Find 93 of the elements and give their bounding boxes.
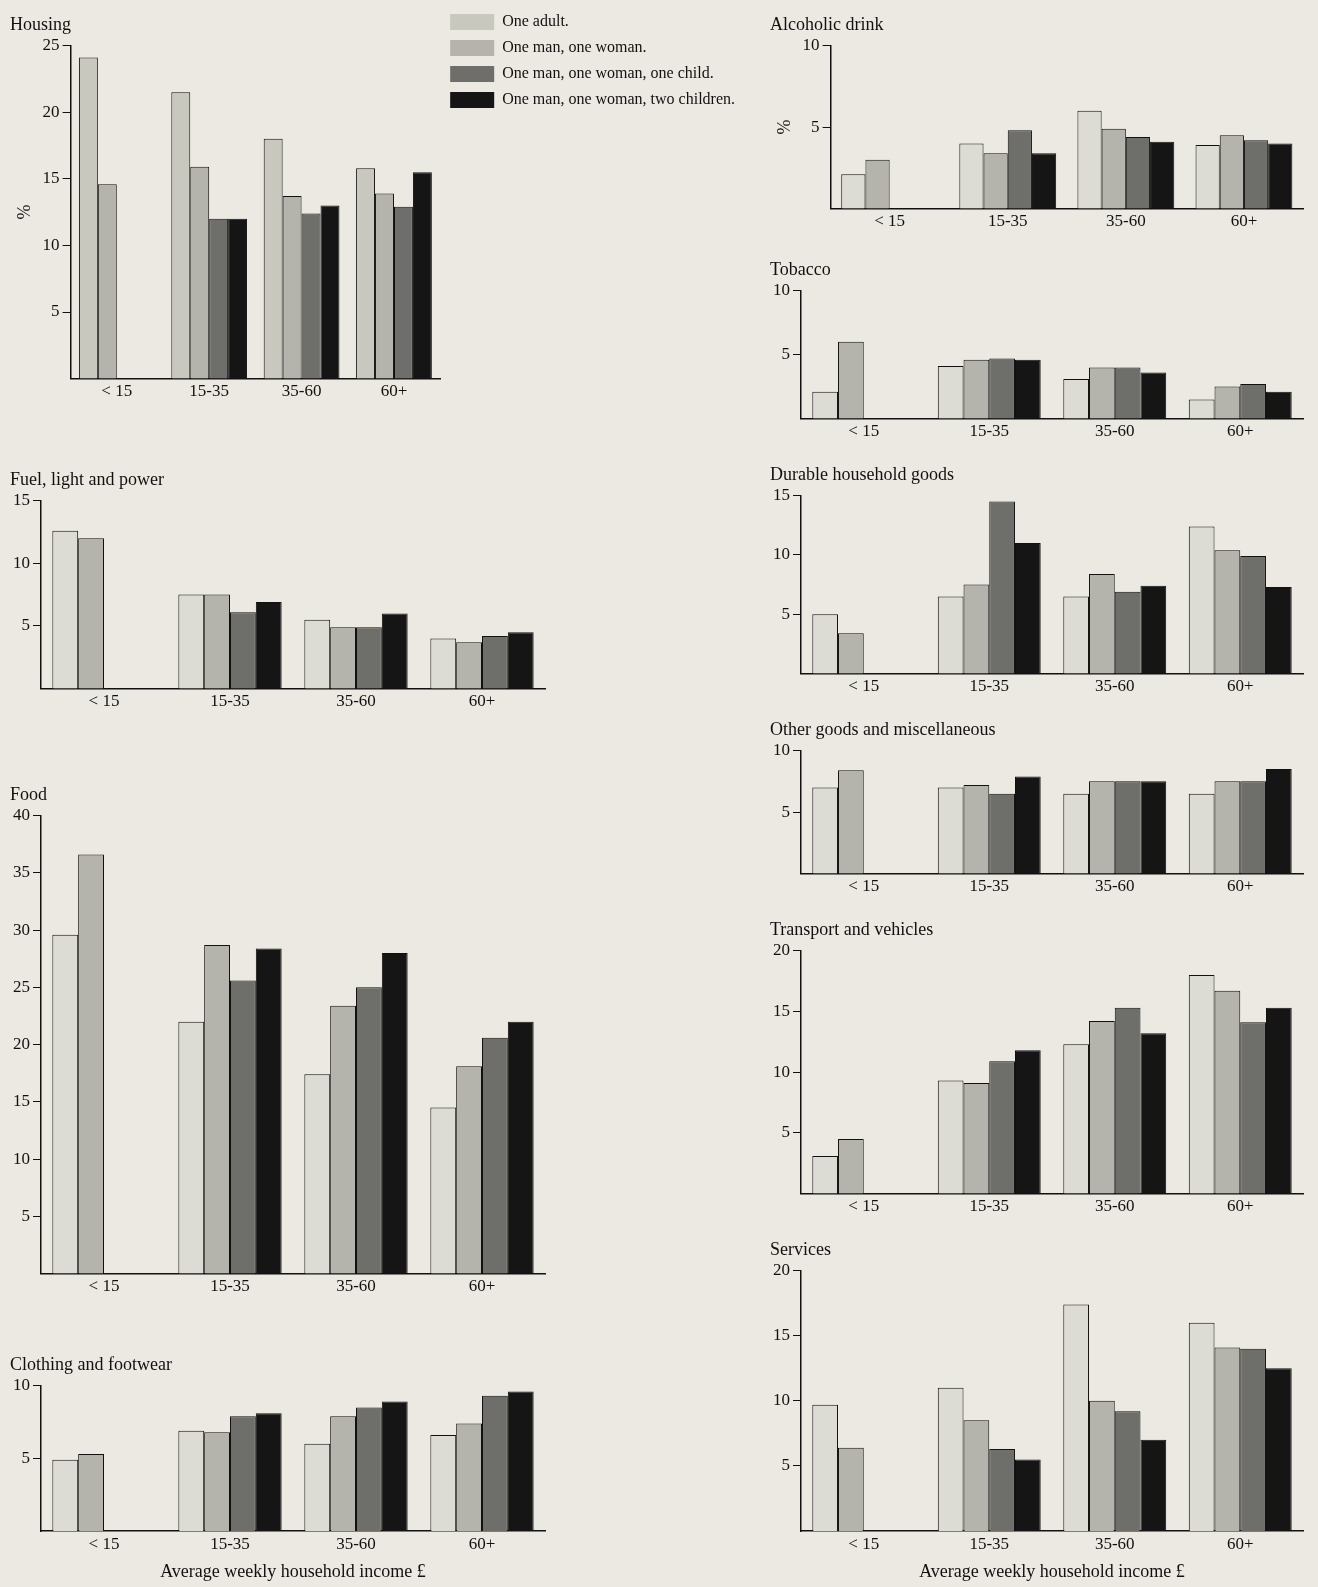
x-tick-label: 35-60 [1094,1196,1135,1216]
y-tick-label: 10 [773,544,790,564]
y-tick-label: 25 [13,976,30,996]
x-tick-label: 15-35 [189,381,230,401]
x-tick-label: < 15 [874,211,906,231]
y-tick-label: 5 [781,1122,790,1142]
x-tick-label: 60+ [1226,1533,1254,1553]
chart-title: Food [10,783,48,804]
y-tick-label: 10 [773,280,790,300]
y-tick-label: 5 [781,801,790,821]
x-axis-title: Average weekly household income £ [160,1560,426,1581]
y-tick-label: 15 [13,1091,30,1111]
chart-title: Tobacco [770,258,831,279]
y-tick-label: 20 [773,1260,790,1280]
x-tick-label: < 15 [848,1533,880,1553]
x-tick-label: 60+ [468,1276,496,1296]
y-tick-label: 20 [773,940,790,960]
x-tick-label: 15-35 [969,876,1010,896]
x-tick-label: 60+ [1230,211,1258,231]
x-tick-label: < 15 [88,691,120,711]
x-tick-label: 35-60 [1106,211,1146,231]
y-tick-label: 10 [773,1390,790,1410]
y-tick-label: 10 [13,1375,30,1395]
y-tick-label: 5 [21,615,30,635]
y-tick-label: 10 [773,1061,790,1081]
x-tick-label: 35-60 [281,381,322,401]
x-tick-label: 60+ [380,381,408,401]
y-axis-title: % [13,204,34,220]
x-tick-label: 35-60 [1094,1533,1135,1553]
y-tick-label: 5 [811,116,820,136]
y-tick-label: 10 [773,740,790,760]
legend-label: One adult. [502,12,569,30]
x-tick-label: 15-35 [210,1276,250,1296]
x-tick-label: 60+ [468,691,496,711]
legend-label: One man, one woman. [502,38,647,56]
y-tick-label: 25 [42,35,60,55]
x-tick-label: < 15 [848,421,880,441]
chart-title: Services [770,1238,831,1259]
y-tick-label: 15 [773,1000,790,1020]
y-tick-label: 5 [781,603,790,623]
y-tick-label: 15 [773,485,790,505]
y-axis-title: % [773,119,794,135]
y-tick-label: 30 [13,919,30,939]
y-tick-label: 35 [13,862,30,882]
x-tick-label: 15-35 [987,211,1028,231]
y-tick-label: 5 [51,301,60,321]
x-tick-label: 60+ [1226,876,1254,896]
x-tick-label: 15-35 [969,676,1010,696]
x-axis-title: Average weekly household income £ [919,1560,1185,1581]
y-tick-label: 15 [13,490,30,510]
x-tick-label: 35-60 [1094,876,1135,896]
y-tick-label: 15 [773,1325,790,1345]
x-tick-label: 15-35 [969,1533,1010,1553]
chart-title: Other goods and miscellaneous [770,718,996,739]
x-tick-label: < 15 [848,876,880,896]
y-tick-label: 5 [21,1447,30,1467]
x-tick-label: 15-35 [969,1196,1010,1216]
x-tick-label: 60+ [1226,676,1254,696]
chart-title: Clothing and footwear [10,1353,172,1374]
legend-label: One man, one woman, one child. [502,64,714,82]
x-tick-label: 60+ [1226,421,1254,441]
x-tick-label: 35-60 [336,1276,376,1296]
x-tick-label: < 15 [101,381,133,401]
x-tick-label: < 15 [88,1533,120,1553]
x-tick-label: 35-60 [336,1533,376,1553]
x-tick-label: 35-60 [1094,676,1135,696]
y-tick-label: 10 [802,35,820,55]
y-tick-label: 10 [13,552,30,572]
x-tick-label: < 15 [88,1276,120,1296]
y-tick-label: 10 [13,1148,30,1168]
y-tick-label: 5 [21,1205,30,1225]
x-tick-label: 15-35 [210,1533,250,1553]
x-tick-label: 15-35 [969,421,1010,441]
x-tick-label: 60+ [1226,1196,1254,1216]
x-tick-label: < 15 [848,676,880,696]
x-tick-label: 35-60 [336,691,376,711]
y-tick-label: 10 [42,234,60,254]
y-tick-label: 5 [781,1455,790,1475]
y-tick-label: 20 [42,101,60,121]
x-tick-label: 15-35 [210,691,250,711]
chart-title: Transport and vehicles [770,918,934,939]
legend-label: One man, one woman, two children. [502,90,735,108]
x-tick-label: 35-60 [1094,421,1135,441]
y-tick-label: 20 [13,1034,30,1054]
y-tick-label: 5 [781,344,790,364]
chart-title: Durable household goods [770,463,954,484]
chart-title: Fuel, light and power [10,468,164,489]
x-tick-label: 60+ [468,1533,496,1553]
chart-title: Alcoholic drink [770,13,884,34]
y-tick-label: 15 [42,168,60,188]
x-tick-label: < 15 [848,1196,880,1216]
chart-title: Housing [10,13,72,34]
y-tick-label: 40 [13,805,30,825]
